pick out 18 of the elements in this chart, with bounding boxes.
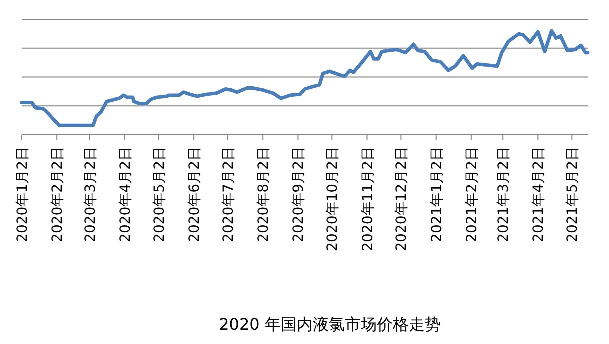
x-tick-label: 2021年3月2日 bbox=[496, 147, 512, 242]
x-tick-label: 2020年9月2日 bbox=[291, 147, 308, 242]
x-tick-label: 2020年3月2日 bbox=[82, 147, 99, 242]
x-tick-label: 2020年11月2日 bbox=[360, 147, 376, 252]
x-tick-label: 2020年2月2日 bbox=[50, 147, 66, 242]
x-tick-label: 2020年6月2日 bbox=[187, 147, 204, 242]
x-tick-label: 2020年1月2日 bbox=[15, 147, 31, 242]
x-tick-label: 2020年5月2日 bbox=[152, 147, 168, 242]
x-tick-label: 2021年1月2日 bbox=[429, 147, 446, 242]
x-tick-label: 2020年4月2日 bbox=[118, 147, 134, 242]
x-tick-label: 2020年7月2日 bbox=[221, 147, 238, 242]
x-tick-label: 2021年2月2日 bbox=[464, 147, 480, 242]
x-tick-label: 2020年12月2日 bbox=[394, 147, 410, 252]
x-tick-label: 2021年4月2日 bbox=[531, 147, 548, 242]
x-tick-label: 2020年8月2日 bbox=[256, 147, 272, 242]
text: 2020 年国内液氯市场价格走势 bbox=[219, 315, 441, 334]
x-tick-label: 2020年10月2日 bbox=[325, 147, 342, 252]
x-tick-label: 2021年5月2日 bbox=[565, 147, 582, 242]
